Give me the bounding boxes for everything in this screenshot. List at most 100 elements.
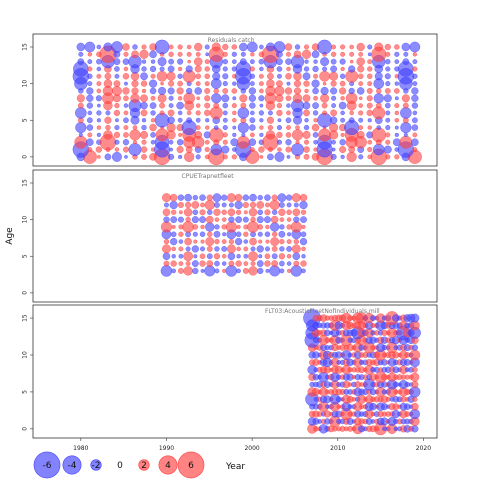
residual-bubble (258, 110, 264, 116)
residual-bubble (301, 246, 306, 252)
residual-bubble (412, 52, 418, 57)
residual-bubble (258, 146, 265, 153)
residual-bubble (371, 127, 387, 143)
residual-bubble (322, 66, 328, 72)
residual-bubble (163, 238, 170, 245)
residual-bubble (222, 132, 228, 138)
residual-bubble (248, 266, 258, 276)
residual-bubble (348, 87, 355, 95)
residual-bubble (221, 145, 230, 154)
residual-bubble (111, 85, 122, 96)
residual-bubble (412, 73, 418, 79)
residual-bubble (195, 103, 201, 108)
residual-bubble (366, 109, 373, 117)
residual-bubble (248, 208, 258, 217)
residual-bubble (382, 426, 387, 432)
residual-bubble (235, 260, 242, 267)
residual-bubble (204, 59, 210, 65)
residual-bubble (312, 102, 319, 109)
residual-bubble (241, 132, 246, 137)
residual-bubble (210, 143, 223, 156)
residual-bubble (194, 42, 203, 52)
residual-bubble (86, 94, 94, 102)
residual-bubble (200, 268, 205, 273)
residual-bubble (204, 139, 210, 145)
residual-bubble (222, 51, 228, 57)
residual-bubble (312, 65, 319, 73)
residual-bubble (204, 109, 211, 117)
residual-bubble (286, 110, 291, 116)
residual-bubble (222, 102, 229, 109)
residual-bubble (249, 73, 256, 79)
residual-bubble (177, 73, 183, 79)
residual-bubble (367, 139, 373, 145)
residual-bubble (304, 44, 310, 50)
residual-bubble (299, 200, 308, 210)
residual-bubble (293, 50, 302, 59)
residual-bubble (178, 66, 183, 72)
legend-bubble (177, 451, 205, 479)
residual-bubble (182, 221, 194, 233)
residual-bubble (168, 139, 174, 145)
residual-bubble (348, 65, 356, 73)
residual-bubble (200, 224, 205, 230)
residual-bubble (96, 44, 102, 50)
residual-bubble (178, 210, 183, 215)
residual-bubble (286, 81, 291, 86)
residual-bubble (367, 81, 373, 87)
residual-bubble (231, 44, 238, 50)
residual-bubble (366, 95, 373, 102)
residual-bubble (177, 201, 184, 208)
residual-bubble (294, 44, 301, 50)
residual-bubble (86, 117, 93, 124)
residual-bubble (199, 231, 206, 237)
residual-bubble (271, 260, 279, 267)
residual-bubble (301, 224, 306, 229)
residual-bubble (276, 102, 283, 109)
residual-bubble (242, 267, 249, 274)
residual-bubble (271, 194, 278, 201)
residual-bubble (394, 51, 400, 57)
legend-label: 4 (165, 461, 171, 471)
residual-bubble (264, 260, 271, 267)
residual-bubble (128, 143, 142, 156)
residual-bubble (104, 153, 112, 161)
residual-bubble (276, 139, 282, 145)
residual-bubble (394, 117, 400, 123)
residual-bubble (292, 93, 303, 103)
residual-bubble (321, 102, 328, 109)
residual-bubble (122, 87, 130, 95)
residual-bubble (213, 102, 220, 109)
residual-bubble (331, 44, 337, 50)
residual-bubble (384, 88, 391, 94)
residual-bubble (199, 253, 206, 260)
residual-bubble (171, 209, 177, 215)
residual-bubble (340, 117, 346, 123)
residual-bubble (204, 265, 216, 277)
residual-bubble (293, 80, 302, 88)
residual-bubble (279, 260, 285, 267)
residual-bubble (250, 246, 256, 252)
residual-bubble (376, 88, 382, 94)
residual-bubble (319, 70, 330, 82)
residual-bubble (385, 81, 391, 87)
residual-bubble (258, 58, 265, 65)
residual-bubble (285, 117, 292, 124)
residual-bubble (345, 92, 358, 105)
residual-bubble (227, 208, 236, 217)
residual-bubble (285, 139, 292, 146)
residual-bubble (206, 246, 213, 252)
residual-bubble (140, 80, 148, 87)
residual-bubble (278, 253, 286, 260)
residual-bubble (402, 102, 409, 109)
residual-bubble (409, 386, 421, 398)
residual-bubble (249, 201, 257, 209)
residual-bubble (367, 66, 373, 72)
residual-bubble (236, 254, 241, 259)
residual-bubble (166, 71, 176, 81)
residual-bubble (86, 138, 94, 146)
residual-bubble (211, 93, 222, 104)
legend-label: 0 (117, 461, 123, 471)
residual-bubble (318, 128, 332, 142)
residual-bubble (400, 122, 412, 134)
